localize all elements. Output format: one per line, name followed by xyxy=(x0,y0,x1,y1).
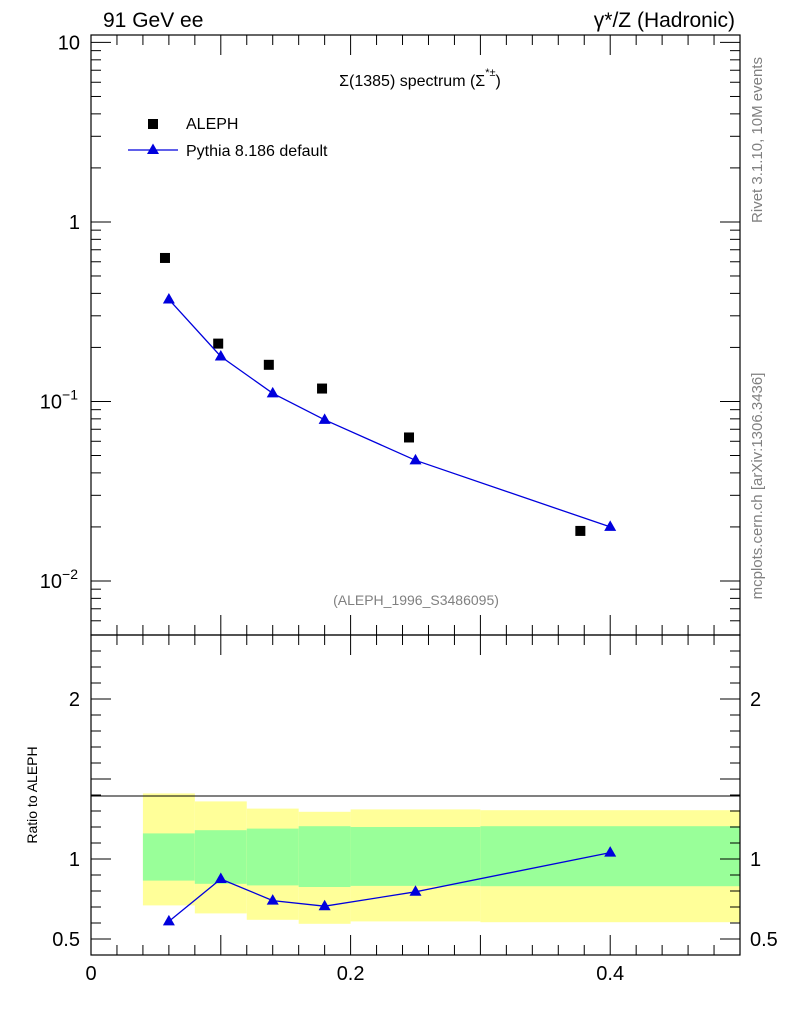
main-y-tick-label: 1 xyxy=(69,212,80,234)
ratio-uncertainty-bands xyxy=(142,793,740,924)
band-inner xyxy=(350,827,481,886)
ratio-point xyxy=(604,846,617,857)
pythia-point xyxy=(318,413,331,424)
main-y-tick-labels: 10 1 10−1 10−2 xyxy=(40,32,80,593)
aleph-point xyxy=(317,383,328,394)
aleph-point xyxy=(575,525,586,536)
aleph-point xyxy=(159,252,170,263)
band-inner xyxy=(246,828,299,886)
ratio-y-axis-label: Ratio to ALEPH xyxy=(24,746,40,843)
ratio-frame xyxy=(90,634,741,956)
ratio-point xyxy=(318,899,331,911)
ratio-data-marks xyxy=(162,846,617,926)
band-inner xyxy=(142,833,195,881)
pythia-point xyxy=(162,292,175,304)
pythia-point xyxy=(604,520,617,531)
ratio-y-tick-label-right: 0.5 xyxy=(750,929,778,951)
pythia-point xyxy=(266,386,279,398)
ratio-y-tick-label-right: 2 xyxy=(750,689,761,711)
x-tick-label: 0.4 xyxy=(596,963,624,985)
x-tick-label: 0.2 xyxy=(337,963,365,985)
x-tick-labels: 0 0.2 0.4 xyxy=(85,963,624,985)
x-tick-label: 0 xyxy=(85,963,96,985)
ratio-y-tick-label-left: 0.5 xyxy=(52,929,80,951)
pythia-line xyxy=(168,299,611,528)
aleph-point xyxy=(404,432,415,443)
ratio-y-tick-labels: 2 2 1 1 0.5 0.5 xyxy=(52,689,778,951)
rivet-label: Rivet 3.1.10, 10M events xyxy=(749,57,766,223)
ratio-y-tick-label-left: 2 xyxy=(69,689,80,711)
pythia-point xyxy=(214,349,227,361)
band-inner xyxy=(298,826,351,887)
mcplots-label: mcplots.cern.ch [arXiv:1306.3436] xyxy=(749,373,766,600)
legend-label-pythia: Pythia 8.186 default xyxy=(186,143,328,160)
main-y-tick-label: 10−1 xyxy=(40,386,78,413)
main-panel: 10 1 10−1 10−2 (ALEPH_1996_S3486095) Σ(1385… xyxy=(40,32,741,636)
ratio-y-tick-label-left: 1 xyxy=(69,849,80,871)
ratio-point xyxy=(214,872,227,883)
header-energy: 91 GeV ee xyxy=(103,9,203,32)
main-axis-ticks xyxy=(90,35,741,636)
ratio-point xyxy=(409,885,422,896)
legend-marker-aleph xyxy=(148,119,158,129)
aleph-point xyxy=(213,338,224,349)
main-watermark: (ALEPH_1996_S3486095) xyxy=(333,592,499,608)
legend: ALEPH Pythia 8.186 default xyxy=(128,116,328,160)
ratio-y-tick-label-right: 1 xyxy=(750,849,761,871)
ratio-line xyxy=(168,851,611,922)
ratio-point xyxy=(266,894,279,905)
main-data-marks xyxy=(159,252,617,536)
main-y-tick-label: 10 xyxy=(58,32,80,54)
pythia-point xyxy=(409,453,422,465)
main-y-tick-label: 10−2 xyxy=(40,566,78,593)
ratio-point xyxy=(162,914,175,926)
legend-marker-pythia xyxy=(147,143,159,154)
ratio-panel: 2 2 1 1 0.5 0.5 Ratio to ALEPH 0 0.2 0.4 xyxy=(24,634,778,985)
aleph-point xyxy=(263,359,274,370)
main-title: Σ(1385) spectrum (Σ*±) xyxy=(339,67,501,90)
legend-label-aleph: ALEPH xyxy=(186,116,238,133)
header-process: γ*/Z (Hadronic) xyxy=(594,9,735,32)
